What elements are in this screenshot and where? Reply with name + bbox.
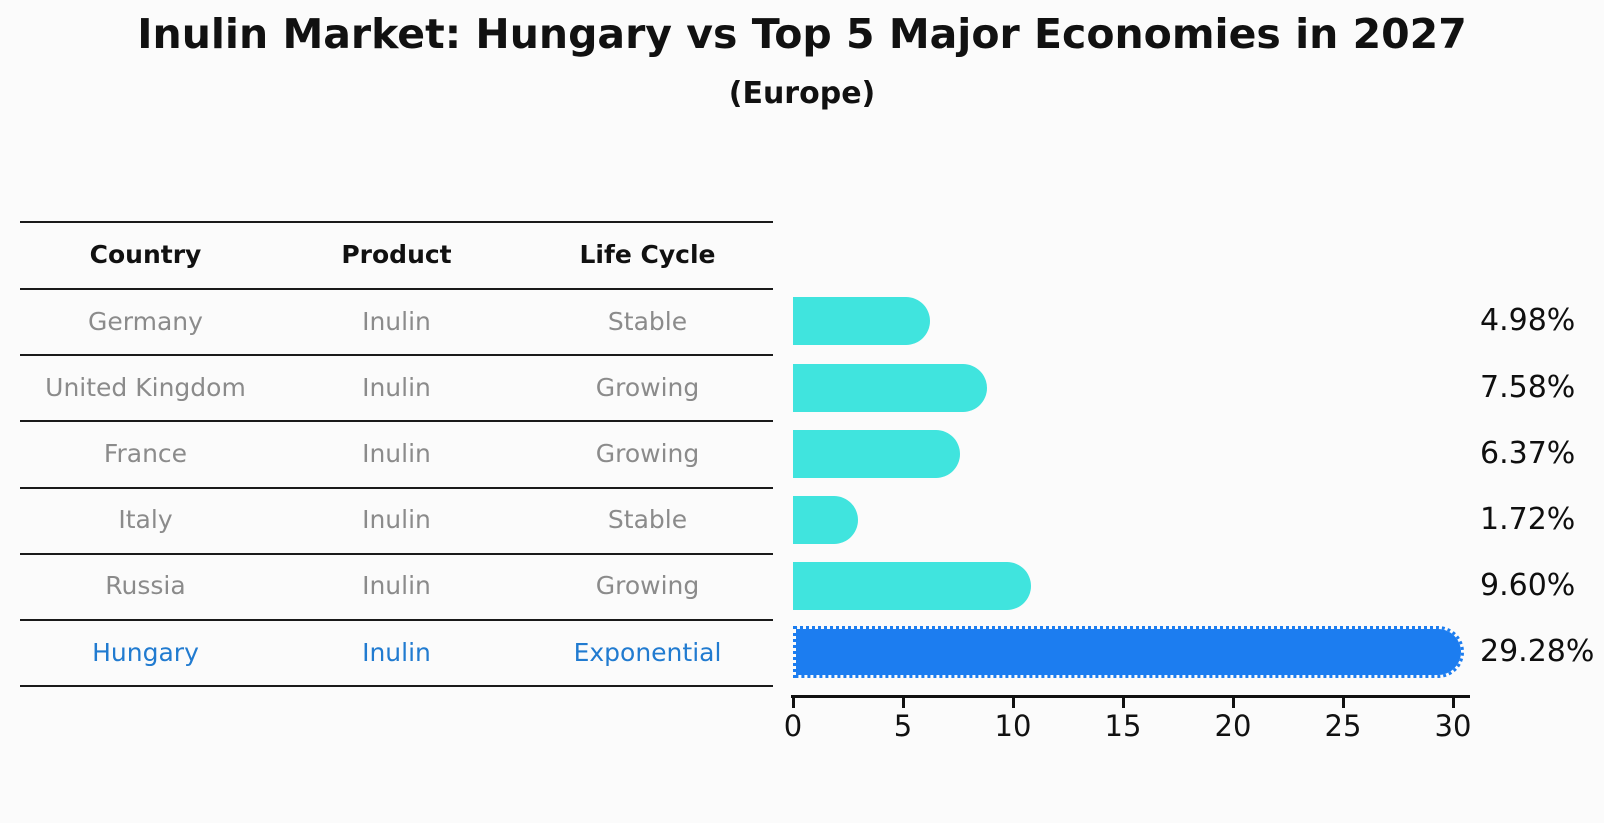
table-header-cell: Country: [89, 240, 202, 269]
table-header-cell: Product: [341, 240, 452, 269]
table-cell-country: United Kingdom: [45, 372, 246, 402]
table-cell-product: Inulin: [362, 306, 431, 336]
table-rule: [20, 487, 773, 489]
x-axis-line: [791, 695, 1470, 698]
table-cell-product: Inulin: [362, 637, 431, 667]
x-axis-tick: [1122, 698, 1125, 708]
x-axis-tick-label: 20: [1214, 709, 1252, 743]
table-rule: [20, 288, 773, 290]
table-cell-product: Inulin: [362, 571, 431, 601]
table-cell-life-cycle: Growing: [595, 438, 700, 468]
table-row: Italy Inulin Stable: [20, 487, 773, 553]
table-cell-product: Inulin: [362, 438, 431, 468]
x-axis-tick-label: 30: [1434, 709, 1472, 743]
table-rule: [20, 553, 773, 555]
bar-value-label: 9.60%: [1480, 568, 1576, 603]
table-rule: [20, 420, 773, 422]
bar-value-label: 6.37%: [1480, 436, 1576, 471]
table-rule: [20, 685, 773, 687]
table-row: United Kingdom Inulin Growing: [20, 354, 773, 420]
bar-value-label: 4.98%: [1480, 303, 1576, 338]
x-axis-tick: [1452, 698, 1455, 708]
bar-highlight-hungary: [793, 626, 1464, 678]
table-cell-life-cycle: Growing: [595, 372, 700, 402]
x-axis-tick-label: 15: [1104, 709, 1142, 743]
bar-italy: [793, 496, 858, 544]
table-row: France Inulin Growing: [20, 420, 773, 486]
x-axis-tick: [792, 698, 795, 708]
table-cell-life-cycle: Exponential: [573, 637, 722, 667]
table-row: Russia Inulin Growing: [20, 553, 773, 619]
x-axis-tick: [1342, 698, 1345, 708]
bar-germany: [793, 297, 930, 345]
x-axis-tick-label: 10: [994, 709, 1032, 743]
x-axis-tick: [1012, 698, 1015, 708]
table-cell-life-cycle: Stable: [607, 505, 688, 535]
x-axis-tick: [902, 698, 905, 708]
bar-france: [793, 430, 960, 478]
table-row: Germany Inulin Stable: [20, 288, 773, 354]
bar-united-kingdom: [793, 364, 987, 412]
table-header-cell: Life Cycle: [579, 240, 716, 269]
table-cell-life-cycle: Growing: [595, 571, 700, 601]
x-axis-tick-label: 0: [783, 709, 803, 743]
table-cell-country: Italy: [118, 505, 173, 535]
figure-subtitle: (Europe): [728, 76, 876, 111]
table-cell-product: Inulin: [362, 505, 431, 535]
table-header-row: Country Product Life Cycle: [20, 221, 773, 288]
table-rule: [20, 354, 773, 356]
table-rule: [20, 619, 773, 621]
table-cell-product: Inulin: [362, 372, 431, 402]
table-cell-country: Hungary: [92, 637, 199, 667]
x-axis-tick: [1232, 698, 1235, 708]
bar-value-label: 7.58%: [1480, 370, 1576, 405]
x-axis-tick-label: 5: [893, 709, 913, 743]
bar-value-label: 1.72%: [1480, 502, 1576, 537]
bar-russia: [793, 562, 1031, 610]
table-cell-country: Germany: [88, 306, 203, 336]
table-row: Hungary Inulin Exponential: [20, 619, 773, 685]
table-cell-country: Russia: [105, 571, 186, 601]
table-cell-country: France: [103, 438, 188, 468]
bar-value-label: 29.28%: [1480, 634, 1595, 669]
figure-title: Inulin Market: Hungary vs Top 5 Major Ec…: [137, 10, 1467, 58]
table-rule: [20, 221, 773, 223]
x-axis-tick-label: 25: [1324, 709, 1362, 743]
table-cell-life-cycle: Stable: [607, 306, 688, 336]
